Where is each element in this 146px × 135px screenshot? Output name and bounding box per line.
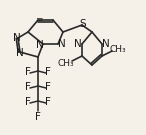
Text: F: F	[25, 82, 31, 92]
Text: F: F	[25, 67, 31, 77]
Text: N: N	[58, 39, 66, 49]
Text: N: N	[74, 39, 82, 49]
Text: =: =	[35, 16, 43, 24]
Text: F: F	[45, 97, 51, 107]
Text: N: N	[16, 48, 24, 58]
Text: F: F	[35, 112, 41, 122]
Text: F: F	[45, 67, 51, 77]
Text: N: N	[13, 33, 21, 43]
Text: F: F	[45, 82, 51, 92]
Text: F: F	[25, 97, 31, 107]
Text: CH₃: CH₃	[58, 60, 74, 68]
Text: CH₃: CH₃	[110, 45, 126, 53]
Text: N: N	[36, 40, 44, 50]
Text: S: S	[80, 19, 86, 29]
Text: N: N	[102, 39, 110, 49]
